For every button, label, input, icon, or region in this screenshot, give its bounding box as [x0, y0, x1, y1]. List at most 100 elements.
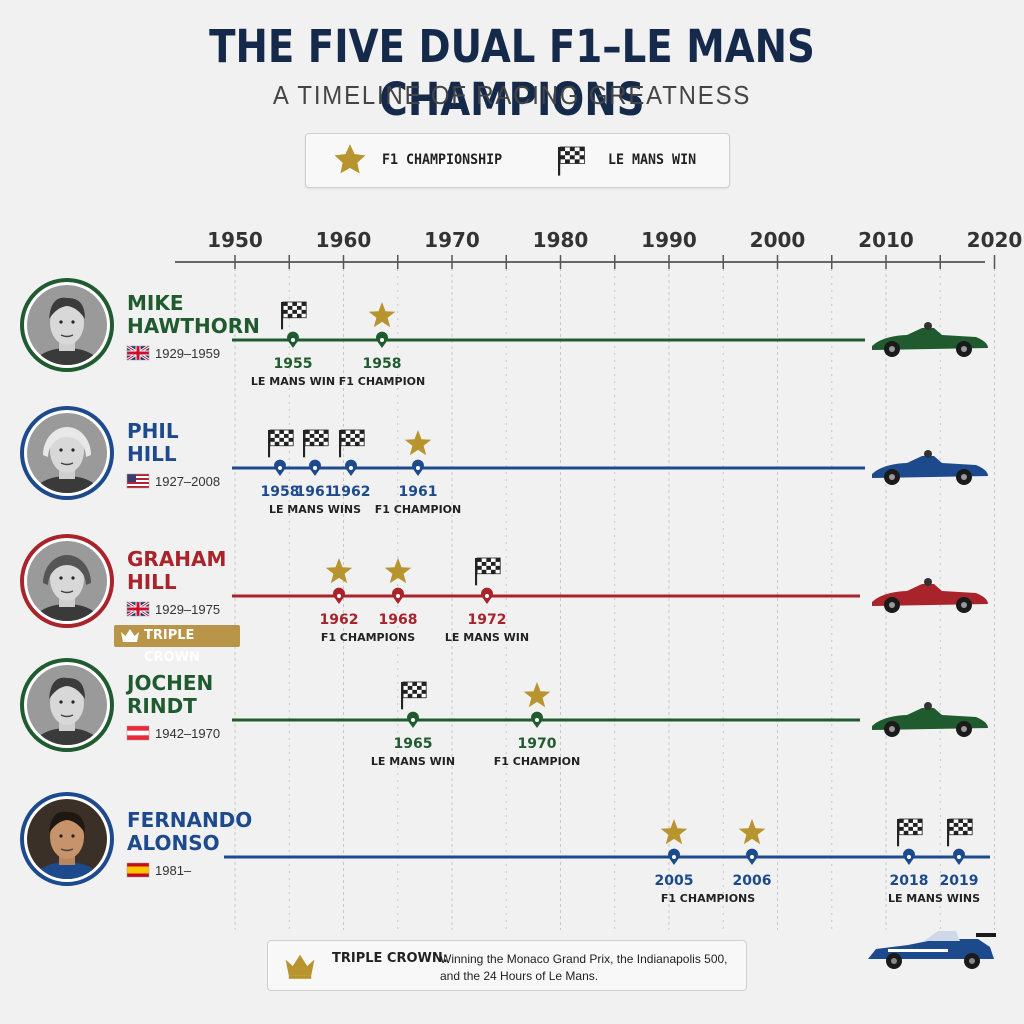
page-subtitle: A TIMELINE OF RACING GREATNESS — [272, 80, 752, 110]
axis-tick-label: 1980 — [533, 228, 589, 252]
triple-crown-badge: TRIPLE CROWN — [114, 625, 240, 665]
le-mans-win-marker: 1972 — [468, 557, 507, 628]
event-year: 1972 — [468, 612, 507, 628]
event-year: 1962 — [320, 612, 359, 628]
driver-last-name: HILL — [127, 570, 177, 594]
event-year: 1970 — [518, 736, 557, 752]
event-year: 1968 — [379, 612, 418, 628]
footnote-line-1: Winning the Monaco Grand Prix, the India… — [440, 952, 728, 966]
green-race-car-icon — [872, 702, 988, 737]
le-mans-win-marker: 2018 — [890, 818, 929, 889]
uk-flag-icon — [126, 600, 150, 618]
page-title: THE FIVE DUAL F1–LE MANS CHAMPIONS — [209, 20, 815, 126]
driver-lifespan: 1929–1959 — [155, 346, 220, 361]
event-note: F1 CHAMPION — [494, 755, 580, 768]
checkered-flag-icon — [558, 146, 585, 176]
footnote-label: TRIPLE CROWN: — [332, 951, 448, 966]
event-year: 1961 — [296, 484, 335, 500]
le-mans-win-marker: 2019 — [940, 818, 979, 889]
axis-tick-label: 1990 — [641, 228, 697, 252]
driver-lifespan: 1942–1970 — [155, 726, 220, 741]
le-mans-win-marker: 1961 — [296, 429, 335, 500]
austria-flag-icon — [126, 725, 150, 741]
legend: F1 CHAMPIONSHIP LE MANS WIN — [305, 133, 730, 188]
driver-portrait — [20, 658, 114, 752]
f1-championship-marker: 2005 — [655, 819, 694, 889]
star-icon — [325, 558, 353, 584]
axis-tick-label: 2000 — [750, 228, 806, 252]
driver-last-name: RINDT — [127, 694, 197, 718]
checkered-flag-icon — [475, 557, 501, 586]
driver-portrait — [20, 278, 114, 372]
event-note: F1 CHAMPION — [375, 503, 461, 516]
legend-lemans-label: LE MANS WIN — [608, 152, 697, 168]
driver-last-name: ALONSO — [127, 831, 220, 855]
driver-first-name: PHIL — [127, 419, 179, 443]
driver-first-name: FERNANDO — [127, 808, 252, 832]
event-note: F1 CHAMPION — [339, 375, 425, 388]
checkered-flag-icon — [339, 429, 365, 458]
checkered-flag-icon — [268, 429, 294, 458]
le-mans-win-marker: 1962 — [332, 429, 371, 500]
crown-icon — [285, 954, 315, 979]
driver-portrait — [20, 406, 114, 500]
driver-last-name: HILL — [127, 442, 177, 466]
f1-championship-marker: 1958 — [363, 302, 402, 372]
green-race-car-icon — [872, 322, 988, 357]
driver-lifespan: 1981– — [155, 863, 192, 878]
driver-last-name: HAWTHORN — [127, 314, 260, 338]
f1-championship-marker: 1961 — [399, 430, 438, 500]
event-year: 2018 — [890, 873, 929, 889]
f1-championship-marker: 1962 — [320, 558, 359, 628]
star-icon — [368, 302, 396, 328]
event-year: 1958 — [363, 356, 402, 372]
blue-prototype-car-icon — [868, 931, 996, 969]
checkered-flag-icon — [897, 818, 923, 847]
checkered-flag-icon — [401, 681, 427, 710]
f1-championship-marker: 1970 — [518, 682, 557, 752]
event-note: LE MANS WINS — [269, 503, 361, 516]
legend-f1-label: F1 CHAMPIONSHIP — [382, 152, 503, 168]
checkered-flag-icon — [947, 818, 973, 847]
checkered-flag-icon — [303, 429, 329, 458]
driver-lifespan: 1927–2008 — [155, 474, 220, 489]
f1-championship-marker: 2006 — [733, 819, 771, 889]
star-icon — [334, 144, 366, 174]
axis-tick-label: 2010 — [858, 228, 914, 252]
triple-crown-badge-label: TRIPLE CROWN — [144, 628, 200, 665]
axis-tick-label: 1960 — [316, 228, 372, 252]
event-year: 1965 — [394, 736, 433, 752]
event-year: 1955 — [274, 356, 313, 372]
event-year: 1958 — [261, 484, 300, 500]
star-icon — [660, 819, 688, 845]
axis-tick-label: 2020 — [967, 228, 1023, 252]
driver-lifespan: 1929–1975 — [155, 602, 220, 617]
driver-first-name: JOCHEN — [125, 671, 213, 695]
event-note: LE MANS WIN — [445, 631, 529, 644]
driver-first-name: GRAHAM — [127, 547, 226, 571]
spain-flag-icon — [126, 862, 150, 878]
blue-race-car-icon — [872, 450, 988, 485]
le-mans-win-marker: 1965 — [394, 681, 433, 752]
event-year: 1962 — [332, 484, 371, 500]
le-mans-win-marker: 1958 — [261, 429, 300, 500]
driver-portrait — [20, 534, 114, 628]
event-year: 1961 — [399, 484, 438, 500]
event-note: LE MANS WIN — [371, 755, 455, 768]
uk-flag-icon — [126, 344, 150, 362]
event-note: LE MANS WINS — [888, 892, 980, 905]
event-year: 2005 — [655, 873, 694, 889]
driver-portrait — [20, 792, 114, 886]
year-axis: 1950 1960 1970 1980 1990 2000 2010 2020 — [175, 228, 1022, 930]
triple-crown-footnote: TRIPLE CROWN: Winning the Monaco Grand P… — [267, 940, 747, 991]
event-year: 2019 — [940, 873, 979, 889]
red-race-car-icon — [872, 578, 988, 613]
star-icon — [738, 819, 766, 845]
footnote-line-2: and the 24 Hours of Le Mans. — [440, 969, 599, 983]
